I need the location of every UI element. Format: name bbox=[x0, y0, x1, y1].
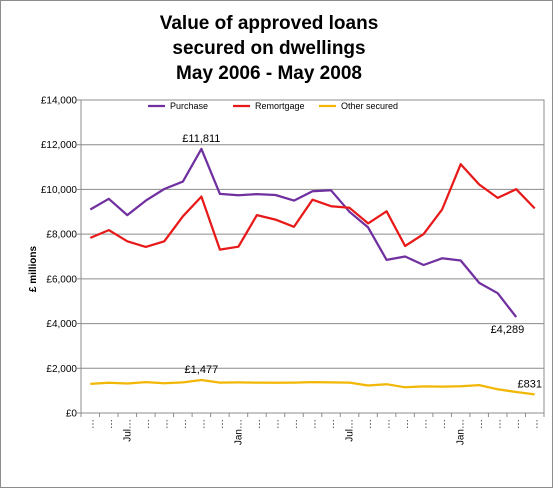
data-label: £4,289 bbox=[491, 324, 525, 336]
x-tick-label: Jul… bbox=[345, 419, 356, 442]
x-tick-label: … bbox=[252, 419, 263, 429]
y-tick-label: £10,000 bbox=[41, 185, 78, 196]
data-label: £831 bbox=[518, 378, 542, 390]
x-tick-label: … bbox=[141, 419, 152, 429]
x-tick-label: … bbox=[474, 419, 485, 429]
x-tick-label: … bbox=[493, 419, 504, 429]
gridlines bbox=[81, 99, 544, 369]
x-tick-label: … bbox=[178, 419, 189, 429]
x-tick-label: … bbox=[382, 419, 393, 429]
x-tick-label: … bbox=[215, 419, 226, 429]
data-label: £11,811 bbox=[182, 133, 220, 145]
x-tick-label: … bbox=[159, 419, 170, 429]
y-tick-label: £0 bbox=[66, 409, 78, 420]
chart-title-line-1: Value of approved loans bbox=[160, 13, 379, 34]
x-tick-label: Jan… bbox=[233, 419, 244, 445]
x-tick-label: … bbox=[530, 419, 541, 429]
legend-entry: Other secured bbox=[341, 101, 398, 111]
x-tick-label: … bbox=[104, 419, 115, 429]
data-label: £1,477 bbox=[185, 364, 219, 376]
y-tick-label: £12,000 bbox=[41, 140, 78, 151]
y-tick-label: £4,000 bbox=[46, 319, 77, 330]
legend-entry: Purchase bbox=[170, 101, 208, 111]
chart-title: Value of approved loans secured on dwell… bbox=[160, 13, 379, 84]
x-tick-label: … bbox=[196, 419, 207, 429]
x-tick-label: … bbox=[400, 419, 411, 429]
x-tick-label: … bbox=[419, 419, 430, 429]
y-tick-label: £6,000 bbox=[46, 274, 77, 285]
x-tick-label: … bbox=[363, 419, 374, 429]
x-tick-label: … bbox=[270, 419, 281, 429]
y-tick-label: £8,000 bbox=[46, 230, 77, 241]
series-line-other-secured bbox=[90, 378, 535, 396]
y-tick-label: £14,000 bbox=[41, 96, 78, 107]
series-line-purchase bbox=[89, 147, 518, 318]
series-line-remortgage bbox=[89, 163, 536, 251]
x-tick-label: Jul… bbox=[122, 419, 133, 442]
x-tick-label: Jan… bbox=[456, 419, 467, 445]
x-tick-label: … bbox=[511, 419, 522, 429]
legend-entry: Remortgage bbox=[255, 101, 305, 111]
x-tick-label: … bbox=[326, 419, 337, 429]
chart-title-line-3: May 2006 - May 2008 bbox=[176, 63, 362, 84]
legend: Purchase Remortgage Other secured bbox=[148, 101, 398, 111]
axes: £0 £2,000 £4,000 £6,000 £8,000 £10,000 £12,000… bbox=[41, 96, 545, 445]
plot-area-border bbox=[80, 99, 545, 414]
chart-title-line-2: secured on dwellings bbox=[172, 38, 365, 59]
y-axis-label: £ millions bbox=[28, 246, 39, 293]
data-annotations: £11,811 £4,289 £1,477 £831 bbox=[182, 133, 542, 390]
y-tick-label: £2,000 bbox=[46, 364, 77, 375]
series-lines bbox=[89, 147, 536, 396]
x-tick-label: … bbox=[289, 419, 300, 429]
x-tick-label: … bbox=[85, 419, 96, 429]
x-tick-label: … bbox=[437, 419, 448, 429]
x-tick-label: … bbox=[308, 419, 319, 429]
